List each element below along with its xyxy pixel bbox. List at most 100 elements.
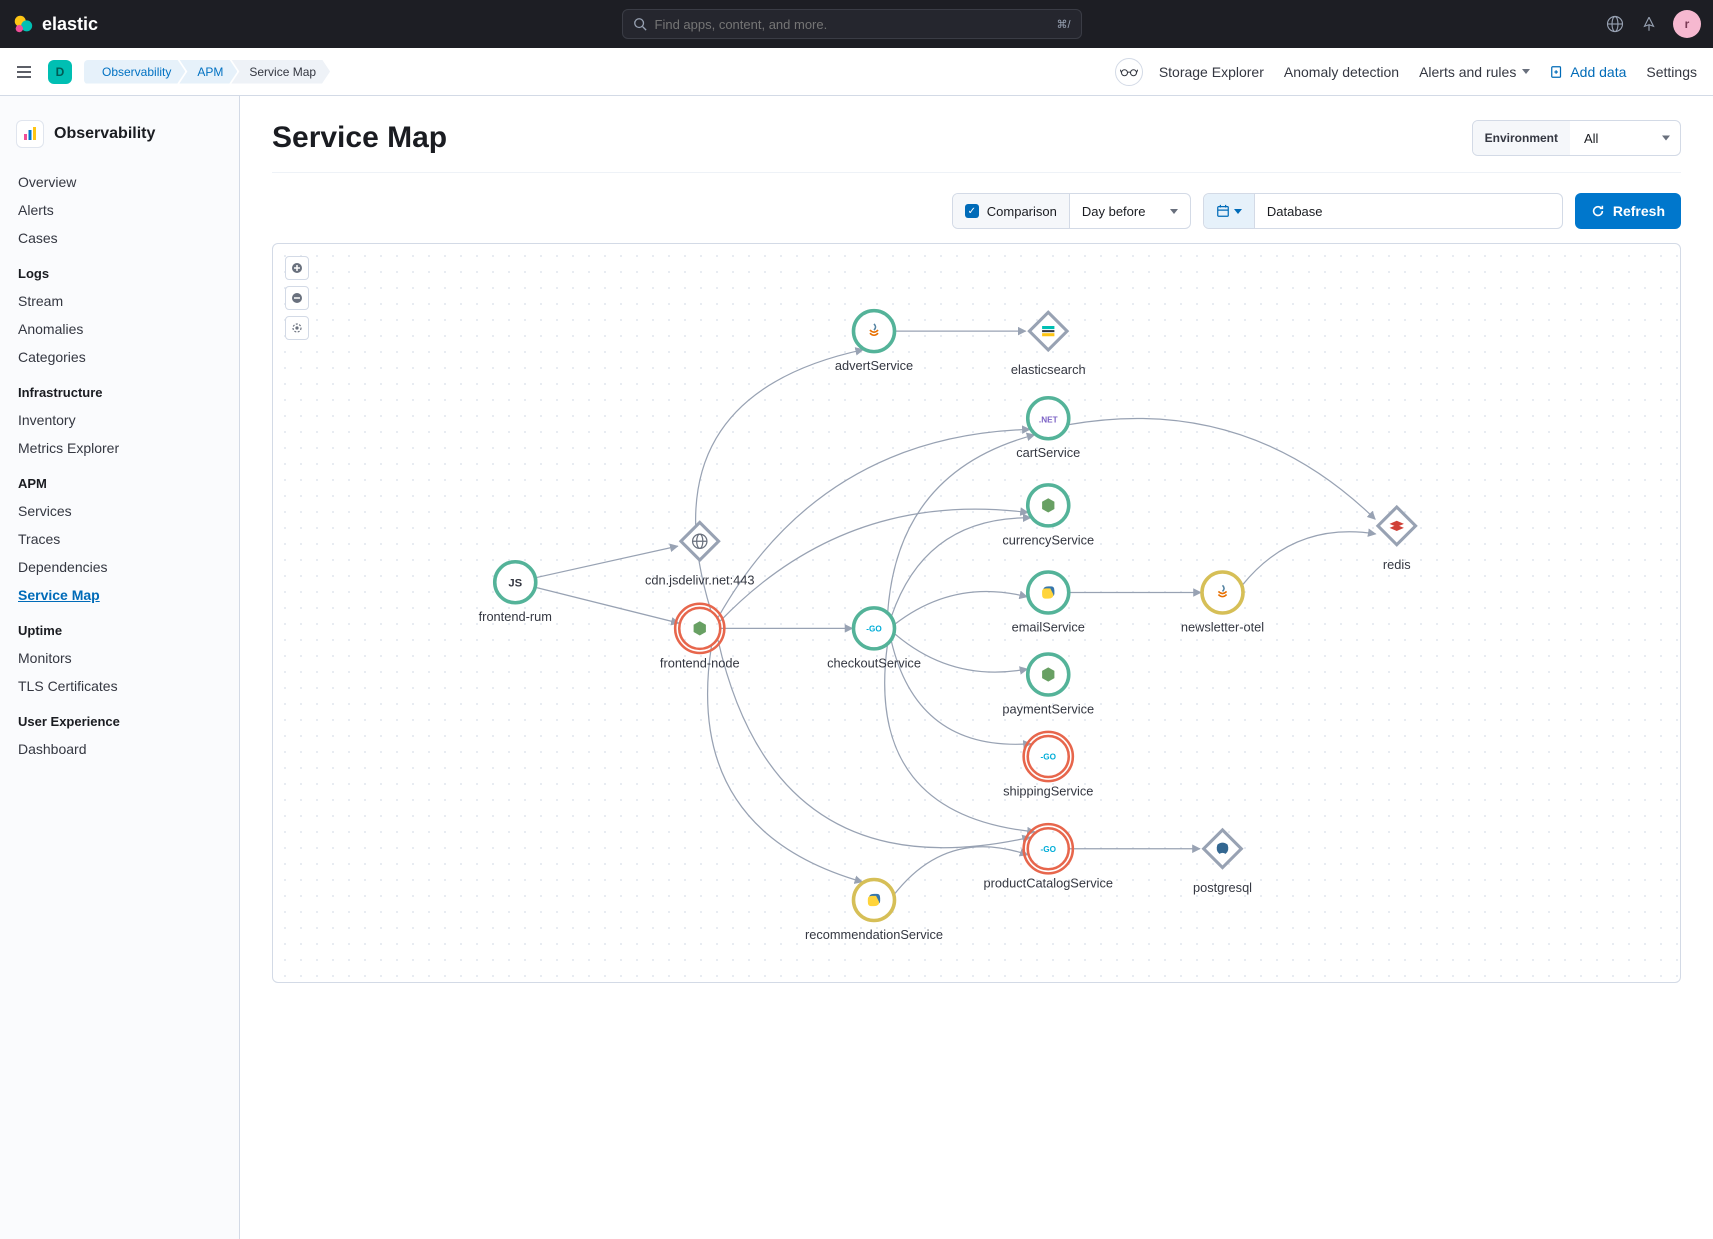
service-node[interactable]: advertService	[835, 311, 913, 373]
environment-select[interactable]: Environment All	[1472, 120, 1681, 156]
svg-text:-GO: -GO	[1041, 845, 1057, 854]
help-icon[interactable]	[1605, 14, 1625, 34]
sidebar-item[interactable]: Traces	[0, 525, 239, 553]
svg-text:emailService: emailService	[1012, 619, 1085, 634]
comparison-toggle[interactable]: ✓ Comparison	[953, 194, 1070, 228]
service-node[interactable]: -GOshippingService	[1003, 732, 1093, 799]
sidebar-item[interactable]: Cases	[0, 224, 239, 252]
service-map-graph[interactable]: JS frontend-rum cdn.jsdelivr.net:443 fronte…	[273, 244, 1680, 982]
service-node[interactable]: currencyService	[1002, 485, 1094, 547]
service-node[interactable]: newsletter-otel	[1181, 572, 1264, 634]
sidebar-item[interactable]: Service Map	[0, 581, 239, 609]
svg-text:postgresql: postgresql	[1193, 880, 1252, 895]
breadcrumb-item[interactable]: Observability	[84, 60, 185, 84]
link-settings[interactable]: Settings	[1642, 64, 1701, 80]
header-actions: r	[1605, 10, 1701, 38]
plus-doc-icon	[1550, 65, 1564, 79]
page-content: Service Map Environment All ✓ Comparison…	[240, 96, 1713, 1239]
service-edge[interactable]	[718, 640, 1030, 848]
sidebar-item[interactable]: Categories	[0, 343, 239, 371]
service-node[interactable]: JS frontend-rum	[479, 562, 552, 624]
service-node[interactable]: cdn.jsdelivr.net:443	[645, 522, 755, 587]
svg-text:currencyService: currencyService	[1002, 532, 1094, 547]
refresh-button[interactable]: Refresh	[1575, 193, 1681, 229]
sidebar-group-title: Infrastructure	[0, 371, 239, 406]
calendar-icon	[1216, 204, 1230, 218]
service-node[interactable]: recommendationService	[805, 880, 943, 942]
service-search-input[interactable]: Database	[1255, 194, 1562, 228]
breadcrumb-item[interactable]: APM	[179, 60, 237, 84]
service-edge[interactable]	[895, 591, 1027, 624]
elastic-logo[interactable]: elastic	[12, 13, 98, 35]
chevron-down-icon	[1234, 209, 1242, 214]
zoom-out-button[interactable]	[285, 286, 309, 310]
svg-text:paymentService: paymentService	[1002, 701, 1094, 716]
sidebar-item[interactable]: Dashboard	[0, 735, 239, 763]
space-badge[interactable]: D	[48, 60, 72, 84]
service-node[interactable]: redis	[1378, 507, 1416, 572]
global-search[interactable]: ⌘/	[622, 9, 1082, 39]
chevron-down-icon	[1522, 69, 1530, 74]
sidebar-item[interactable]: TLS Certificates	[0, 672, 239, 700]
environment-value: All	[1570, 121, 1680, 155]
service-edge[interactable]	[888, 435, 1035, 612]
sidebar-item[interactable]: Anomalies	[0, 315, 239, 343]
sidebar-item[interactable]: Monitors	[0, 644, 239, 672]
link-alerts-rules[interactable]: Alerts and rules	[1415, 64, 1534, 80]
search-control: Database	[1203, 193, 1563, 229]
service-edge[interactable]	[1243, 532, 1376, 585]
service-node[interactable]: postgresql	[1193, 830, 1252, 895]
sidebar-title[interactable]: Observability	[0, 112, 239, 168]
sidebar-item[interactable]: Services	[0, 497, 239, 525]
svg-text:advertService: advertService	[835, 358, 913, 373]
svg-text:frontend-rum: frontend-rum	[479, 609, 552, 624]
svg-text:cdn.jsdelivr.net:443: cdn.jsdelivr.net:443	[645, 572, 755, 587]
sidebar-item[interactable]: Dependencies	[0, 553, 239, 581]
sidebar-item[interactable]: Alerts	[0, 196, 239, 224]
breadcrumb: ObservabilityAPMService Map	[84, 60, 330, 84]
zoom-in-button[interactable]	[285, 256, 309, 280]
breadcrumb-item: Service Map	[231, 60, 330, 84]
search-wrap: ⌘/	[110, 9, 1593, 39]
service-edge[interactable]	[708, 646, 863, 881]
service-edge[interactable]	[720, 509, 1028, 621]
sidebar-item[interactable]: Overview	[0, 168, 239, 196]
svg-text:JS: JS	[508, 577, 522, 589]
checkbox-icon: ✓	[965, 204, 979, 218]
zoom-fit-button[interactable]	[285, 316, 309, 340]
service-node[interactable]: elasticsearch	[1011, 312, 1086, 377]
global-header: elastic ⌘/ r	[0, 0, 1713, 48]
service-node[interactable]: paymentService	[1002, 654, 1094, 716]
link-anomaly-detection[interactable]: Anomaly detection	[1280, 64, 1403, 80]
sidebar-group-title: APM	[0, 462, 239, 497]
service-node[interactable]: -GOcheckoutService	[827, 608, 921, 670]
date-picker-button[interactable]	[1204, 194, 1255, 228]
sidebar-item[interactable]: Metrics Explorer	[0, 434, 239, 462]
service-map-panel: JS frontend-rum cdn.jsdelivr.net:443 fronte…	[272, 243, 1681, 983]
sidebar-item[interactable]: Stream	[0, 287, 239, 315]
inspect-button[interactable]	[1115, 58, 1143, 86]
zoom-controls	[285, 256, 309, 340]
comparison-period-select[interactable]: Day before	[1070, 194, 1190, 228]
link-storage-explorer[interactable]: Storage Explorer	[1155, 64, 1268, 80]
chevron-down-icon	[1662, 136, 1670, 141]
news-icon[interactable]	[1639, 14, 1659, 34]
sidebar-group-title: User Experience	[0, 700, 239, 735]
service-edge[interactable]	[536, 587, 679, 623]
link-add-data[interactable]: Add data	[1546, 64, 1630, 80]
user-avatar[interactable]: r	[1673, 10, 1701, 38]
nav-toggle-button[interactable]	[12, 60, 36, 84]
sidebar-group-title: Logs	[0, 252, 239, 287]
global-search-input[interactable]	[655, 17, 1049, 32]
page-title: Service Map	[272, 121, 447, 155]
service-edge[interactable]	[885, 645, 1035, 832]
controls-row: ✓ Comparison Day before Database	[272, 193, 1681, 229]
page-header: Service Map Environment All	[272, 120, 1681, 173]
service-node[interactable]: emailService	[1012, 572, 1085, 634]
environment-label: Environment	[1473, 121, 1570, 155]
service-edge[interactable]	[1069, 418, 1375, 519]
sidebar-item[interactable]: Inventory	[0, 406, 239, 434]
service-node[interactable]: -GOproductCatalogService	[984, 824, 1113, 891]
svg-text:cartService: cartService	[1016, 445, 1080, 460]
search-icon	[633, 17, 647, 31]
